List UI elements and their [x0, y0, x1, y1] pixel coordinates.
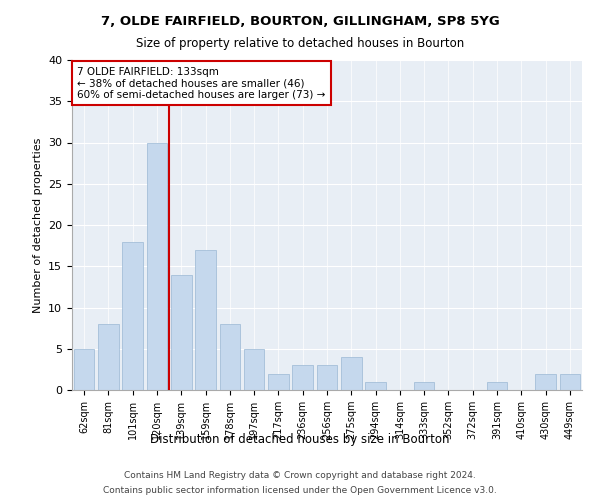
- Y-axis label: Number of detached properties: Number of detached properties: [32, 138, 43, 312]
- Bar: [560, 374, 580, 390]
- Bar: [74, 349, 94, 390]
- Bar: [317, 365, 337, 390]
- Bar: [122, 242, 143, 390]
- Text: 7 OLDE FAIRFIELD: 133sqm
← 38% of detached houses are smaller (46)
60% of semi-d: 7 OLDE FAIRFIELD: 133sqm ← 38% of detach…: [77, 66, 325, 100]
- Bar: [268, 374, 289, 390]
- Bar: [365, 382, 386, 390]
- Bar: [487, 382, 508, 390]
- Bar: [341, 357, 362, 390]
- Bar: [244, 349, 265, 390]
- Bar: [535, 374, 556, 390]
- Bar: [292, 365, 313, 390]
- Text: Contains HM Land Registry data © Crown copyright and database right 2024.: Contains HM Land Registry data © Crown c…: [124, 471, 476, 480]
- Bar: [414, 382, 434, 390]
- Bar: [220, 324, 240, 390]
- Bar: [98, 324, 119, 390]
- Bar: [195, 250, 216, 390]
- Text: Distribution of detached houses by size in Bourton: Distribution of detached houses by size …: [150, 432, 450, 446]
- Bar: [146, 142, 167, 390]
- Text: Contains public sector information licensed under the Open Government Licence v3: Contains public sector information licen…: [103, 486, 497, 495]
- Text: 7, OLDE FAIRFIELD, BOURTON, GILLINGHAM, SP8 5YG: 7, OLDE FAIRFIELD, BOURTON, GILLINGHAM, …: [101, 15, 499, 28]
- Bar: [171, 274, 191, 390]
- Text: Size of property relative to detached houses in Bourton: Size of property relative to detached ho…: [136, 38, 464, 51]
